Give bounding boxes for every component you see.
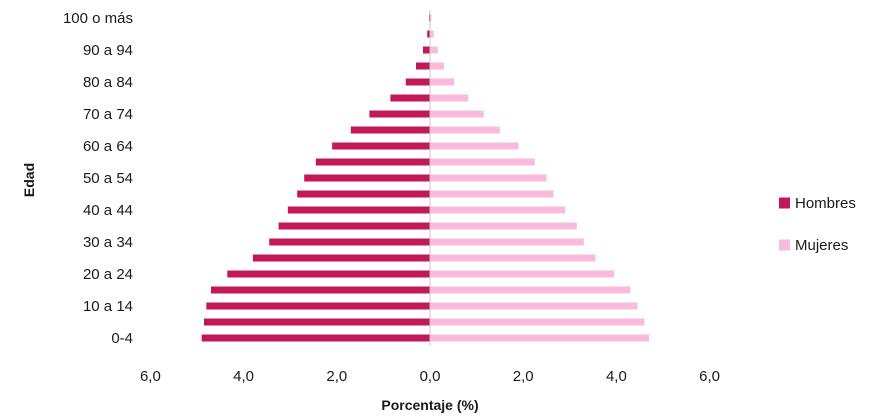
- bar-mujeres-14: [430, 110, 484, 118]
- bar-hombres-3: [210, 286, 430, 294]
- x-tick-label: 2,0: [513, 368, 534, 385]
- y-tick-label: 70 a 74: [83, 106, 133, 123]
- bar-hombres-14: [369, 110, 430, 118]
- y-tick-label: 10 a 14: [83, 298, 133, 315]
- x-tick-labels: 6,0 4,0 2,0 0,0 2,0 4,0 6,0: [140, 368, 720, 385]
- legend-swatch-mujeres: [779, 239, 790, 251]
- y-tick-label: 90 a 94: [83, 42, 133, 59]
- x-axis-title: Porcentaje (%): [381, 397, 478, 413]
- y-tick-labels: 0-4 10 a 14 20 a 24 30 a 34 40 a 44 50 a 54 60…: [63, 10, 133, 347]
- bars-group: [201, 14, 650, 342]
- bar-mujeres-16: [430, 78, 455, 86]
- bar-mujeres-8: [430, 206, 566, 214]
- bar-hombres-17: [416, 62, 430, 70]
- bar-mujeres-18: [430, 46, 438, 54]
- y-tick-label: 20 a 24: [83, 266, 133, 283]
- y-tick-label: 0-4: [111, 330, 133, 347]
- legend-swatch-hombres: [779, 197, 790, 209]
- x-tick-label: 2,0: [326, 368, 347, 385]
- bar-hombres-16: [405, 78, 430, 86]
- legend-label-hombres: Hombres: [795, 195, 856, 212]
- bar-mujeres-0: [430, 334, 650, 342]
- x-tick-label: 4,0: [606, 368, 627, 385]
- bar-hombres-15: [390, 94, 430, 102]
- bar-hombres-11: [315, 158, 430, 166]
- bar-hombres-7: [278, 222, 430, 230]
- x-tick-label: 6,0: [699, 368, 720, 385]
- bar-hombres-6: [269, 238, 430, 246]
- bar-mujeres-9: [430, 190, 554, 198]
- bar-mujeres-3: [430, 286, 631, 294]
- bar-mujeres-20: [430, 14, 432, 22]
- y-tick-label: 50 a 54: [83, 170, 133, 187]
- y-axis-title: Edad: [21, 163, 37, 197]
- bar-mujeres-15: [430, 94, 469, 102]
- y-tick-label: 40 a 44: [83, 202, 133, 219]
- bar-mujeres-2: [430, 302, 638, 310]
- y-tick-label: 30 a 34: [83, 234, 133, 251]
- x-tick-label: 4,0: [233, 368, 254, 385]
- y-tick-label: 60 a 64: [83, 138, 133, 155]
- bar-mujeres-11: [430, 158, 535, 166]
- bar-hombres-2: [206, 302, 430, 310]
- bar-hombres-18: [423, 46, 430, 54]
- bar-mujeres-12: [430, 142, 519, 150]
- y-tick-label: 100 o más: [63, 10, 133, 27]
- bar-hombres-12: [332, 142, 430, 150]
- bar-mujeres-10: [430, 174, 547, 182]
- legend: Hombres Mujeres: [779, 195, 856, 254]
- bar-mujeres-17: [430, 62, 444, 70]
- bar-hombres-0: [201, 334, 430, 342]
- bar-mujeres-7: [430, 222, 577, 230]
- bar-hombres-10: [304, 174, 430, 182]
- bar-hombres-9: [297, 190, 430, 198]
- bar-mujeres-1: [430, 318, 645, 326]
- bar-hombres-13: [350, 126, 430, 134]
- x-tick-label: 0,0: [420, 368, 441, 385]
- y-tick-label: 80 a 84: [83, 74, 133, 91]
- bar-mujeres-13: [430, 126, 500, 134]
- legend-label-mujeres: Mujeres: [795, 237, 848, 254]
- bar-hombres-8: [287, 206, 430, 214]
- bar-hombres-19: [427, 30, 430, 38]
- bar-mujeres-4: [430, 270, 615, 278]
- bar-mujeres-19: [430, 30, 434, 38]
- bar-mujeres-5: [430, 254, 596, 262]
- bar-mujeres-6: [430, 238, 584, 246]
- bar-hombres-5: [252, 254, 430, 262]
- x-tick-label: 6,0: [140, 368, 161, 385]
- bar-hombres-4: [227, 270, 430, 278]
- bar-hombres-1: [203, 318, 430, 326]
